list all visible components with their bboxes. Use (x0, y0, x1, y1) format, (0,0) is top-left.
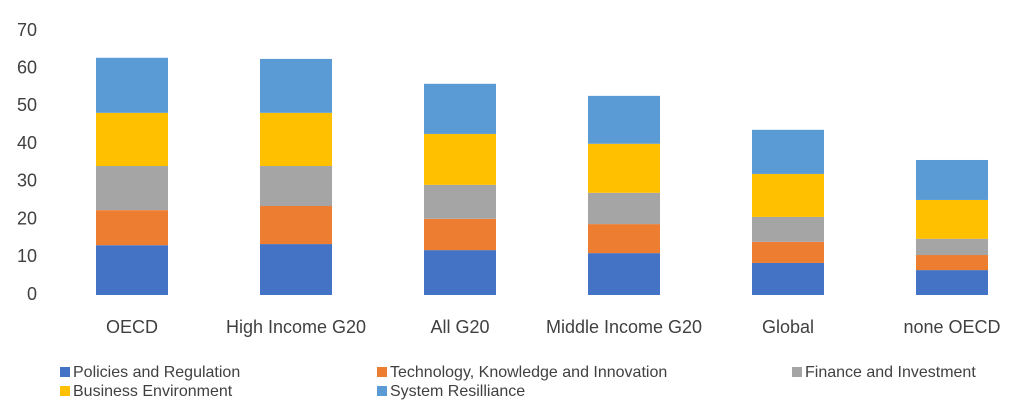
legend-swatch (792, 367, 802, 377)
bar-segment (916, 159, 988, 200)
y-tick-label: 20 (17, 208, 37, 228)
y-tick-label: 30 (17, 171, 37, 191)
bar-segment (588, 253, 660, 295)
bar-segment (260, 112, 332, 167)
bar-segment (260, 205, 332, 245)
y-tick-label: 50 (17, 95, 37, 115)
legend-swatch (377, 367, 387, 377)
bar-segment (96, 245, 168, 295)
x-tick-label: All G20 (430, 317, 489, 337)
bar-segment (424, 133, 496, 185)
bar-segment (916, 238, 988, 256)
legend-label: System Resilliance (390, 383, 525, 400)
bar-segment (588, 95, 660, 144)
x-tick-label: OECD (106, 317, 158, 337)
legend-label: Business Environment (73, 383, 233, 400)
x-tick-label: High Income G20 (226, 317, 366, 337)
legend-label: Policies and Regulation (73, 364, 240, 381)
bar-segment (260, 166, 332, 206)
y-tick-label: 60 (17, 57, 37, 77)
bar-segment (588, 192, 660, 225)
bar-segment (916, 270, 988, 295)
y-tick-label: 70 (17, 20, 37, 40)
bar-segment (752, 129, 824, 174)
bar-segment (260, 244, 332, 295)
bar-segment (916, 255, 988, 271)
bar-segment (916, 199, 988, 239)
bar-segment (424, 218, 496, 251)
y-tick-label: 0 (27, 284, 37, 304)
legend-swatch (60, 367, 70, 377)
legend-label: Finance and Investment (805, 364, 976, 381)
y-tick-label: 10 (17, 246, 37, 266)
bar-segment (96, 57, 168, 113)
bar-segment (752, 241, 824, 263)
legend-swatch (60, 386, 70, 396)
bar-segment (424, 250, 496, 295)
x-tick-label: Middle Income G20 (546, 317, 702, 337)
bar-segment (752, 262, 824, 295)
legend-swatch (377, 386, 387, 396)
bar-segment (424, 184, 496, 219)
x-tick-label: none OECD (903, 317, 1000, 337)
y-tick-label: 40 (17, 133, 37, 153)
bar-segment (260, 58, 332, 113)
x-tick-label: Global (762, 317, 814, 337)
legend-label: Technology, Knowledge and Innovation (390, 364, 667, 381)
bar-segment (96, 112, 168, 167)
bar-segment (752, 173, 824, 217)
bar-segment (752, 216, 824, 242)
bar-segment (96, 166, 168, 211)
bar-segment (588, 143, 660, 193)
bar-segment (588, 224, 660, 254)
bar-segment (96, 210, 168, 246)
bar-segment (424, 83, 496, 134)
